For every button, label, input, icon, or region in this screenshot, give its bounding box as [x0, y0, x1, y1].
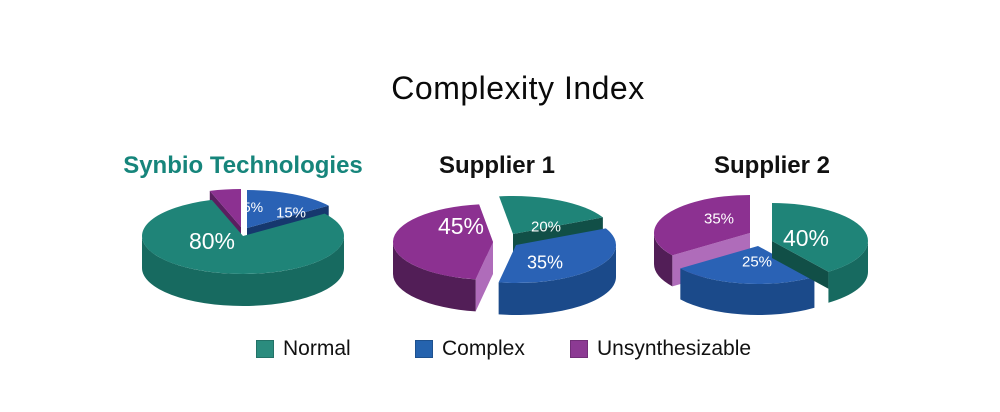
pie-title-supplier-1: Supplier 1 [438, 152, 556, 179]
slice-top-normal [499, 196, 603, 234]
slice-label-complex: 15% [276, 204, 306, 221]
slice-label-unsynthesizable: 5% [243, 199, 263, 215]
slice-label-complex: 25% [742, 253, 772, 270]
slice-top-complex [498, 228, 616, 283]
pie-title-synbio-technologies: Synbio Technologies [123, 152, 363, 179]
slice-top-unsynthesizable [209, 189, 241, 227]
pie-title-supplier-2: Supplier 2 [713, 152, 831, 179]
legend-item-unsynthesizable: Unsynthesizable [570, 336, 751, 361]
pie-synbio-technologies: 5% 15% 80% [142, 189, 344, 306]
legend-swatch-unsynthesizable-icon [570, 339, 588, 358]
legend-label-unsynthesizable: Unsynthesizable [597, 337, 752, 360]
chart-legend: Normal Complex Unsynthesizable [0, 0, 1000, 360]
slice-label-normal: 20% [531, 218, 561, 235]
slice-label-complex: 35% [527, 252, 563, 272]
slice-top-complex [247, 189, 329, 228]
legend-item-complex: Complex [415, 336, 525, 361]
slice-top-normal [772, 203, 869, 272]
slice-label-unsynthesizable: 35% [704, 210, 734, 227]
slice-side-normal [828, 241, 868, 303]
slice-top-unsynthesizable [654, 195, 750, 256]
slice-side-complex [498, 245, 616, 315]
slice-top-unsynthesizable [392, 204, 493, 280]
legend-swatch-complex-icon [415, 339, 433, 358]
chart-title: Complexity Index [391, 70, 645, 106]
legend-swatch-normal-icon [256, 339, 274, 358]
slice-side-unsynthesizable [654, 233, 673, 287]
slice-top-normal [142, 199, 344, 274]
pie-supplier-2: 35% 25% 40% [654, 195, 869, 316]
slice-label-normal: 80% [189, 228, 235, 254]
legend-item-normal: Normal [256, 336, 351, 361]
slice-label-unsynthesizable: 45% [438, 213, 484, 239]
slice-cut-wall-normal [772, 241, 829, 289]
pie-supplier-1: 20% 35% 45% [392, 196, 616, 315]
slice-side-unsynthesizable [393, 242, 476, 312]
slice-side-normal [142, 236, 344, 306]
slice-label-normal: 40% [783, 225, 829, 251]
legend-label-normal: Normal [283, 337, 351, 360]
slice-side-complex [680, 268, 815, 316]
slice-top-complex [680, 246, 815, 284]
legend-label-complex: Complex [442, 337, 525, 360]
